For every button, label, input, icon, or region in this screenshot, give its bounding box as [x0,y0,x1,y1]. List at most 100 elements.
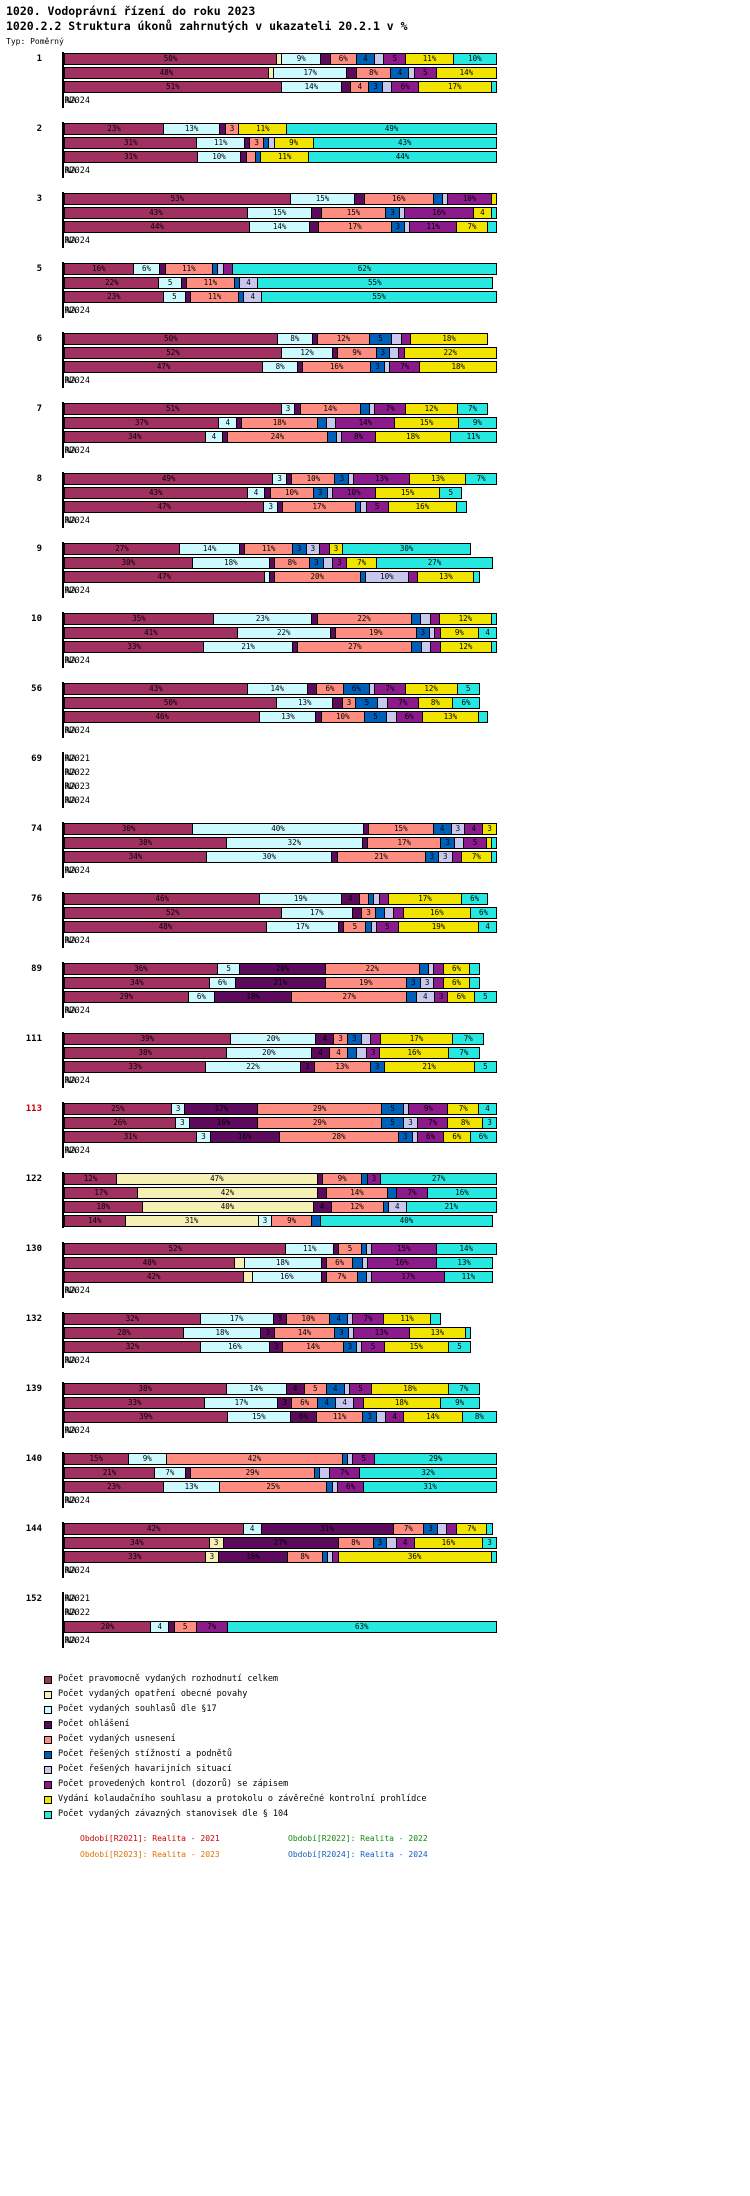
stacked-bar[interactable]: 23% 13% 3 11% 49% [64,123,497,135]
bar-segment[interactable]: 14% [436,1244,496,1254]
bar-segment[interactable]: 11% [186,278,235,288]
stacked-bar[interactable]: 47% 20% 10% 13% [64,571,480,583]
bar-segment[interactable] [328,1552,334,1562]
bar-segment[interactable] [327,488,333,498]
bar-segment[interactable]: 34% [65,852,207,862]
bar-segment[interactable]: 11% [410,222,458,232]
bar-segment[interactable]: 6% [392,82,419,92]
bar-segment[interactable]: 51% [65,82,282,92]
bar-segment[interactable]: 20% [65,1622,152,1632]
bar-segment[interactable]: 3 [261,1328,275,1338]
bar-segment[interactable] [295,404,301,414]
bar-segment[interactable]: 28% [279,1132,399,1142]
bar-segment[interactable]: 19% [398,922,480,932]
bar-segment[interactable]: 5 [362,1342,385,1352]
bar-segment[interactable]: 3 [342,698,357,708]
bar-segment[interactable]: 32% [65,1342,202,1352]
bar-segment[interactable]: 12% [331,1202,384,1212]
bar-segment[interactable]: 7% [448,1104,480,1114]
bar-segment[interactable]: 18% [215,992,293,1002]
stacked-bar[interactable]: 33% 21% 27% 12% [64,641,497,653]
bar-segment[interactable]: 42% [65,1524,244,1534]
bar-segment[interactable]: 13% [277,698,334,708]
bar-segment[interactable] [160,264,166,274]
bar-segment[interactable]: 52% [65,348,283,358]
bar-segment[interactable] [404,1104,410,1114]
bar-segment[interactable]: 17% [389,894,462,904]
legend-item[interactable]: Počet provedených kontrol (dozorů) se zá… [0,1777,750,1792]
bar-segment[interactable] [491,194,496,204]
bar-segment[interactable] [357,1048,367,1058]
bar-segment[interactable]: 17% [372,1272,446,1282]
bar-segment[interactable]: 20% [230,1034,317,1044]
bar-segment[interactable]: 3 [171,1104,186,1114]
bar-segment[interactable]: 3 [376,348,391,358]
bar-segment[interactable]: 3 [367,1174,382,1184]
bar-segment[interactable]: 47% [65,572,265,582]
bar-segment[interactable]: 4 [244,292,263,302]
bar-segment[interactable]: 3 [386,208,400,218]
bar-segment[interactable] [239,292,245,302]
bar-segment[interactable]: 14% [283,1342,344,1352]
bar-segment[interactable] [243,1272,254,1282]
bar-segment[interactable] [307,684,318,694]
bar-segment[interactable]: 3 [483,1538,496,1548]
bar-segment[interactable] [353,1258,363,1268]
bar-segment[interactable]: 4 [396,1538,415,1548]
stacked-bar[interactable]: 50% 8% 12% 5 18% [64,333,489,345]
bar-segment[interactable]: 34% [65,978,210,988]
bar-segment[interactable] [321,1272,327,1282]
bar-segment[interactable]: 43% [313,138,496,148]
bar-segment[interactable]: 31% [65,138,198,148]
bar-segment[interactable]: 10% [292,474,336,484]
bar-segment[interactable]: 3 [258,1216,273,1226]
bar-segment[interactable]: 3 [483,1118,497,1128]
bar-segment[interactable]: 5 [304,1384,327,1394]
bar-segment[interactable]: 14% [274,1328,336,1338]
bar-segment[interactable]: 29% [190,1468,315,1478]
bar-segment[interactable]: 50% [65,334,278,344]
bar-segment[interactable]: 20% [226,1048,313,1058]
bar-segment[interactable] [237,418,243,428]
bar-segment[interactable] [277,54,283,64]
bar-segment[interactable]: 3 [391,222,406,232]
bar-segment[interactable]: 41% [65,628,238,638]
bar-segment[interactable] [491,614,496,624]
bar-segment[interactable]: 3 [205,1552,220,1562]
bar-segment[interactable]: 6% [290,1412,317,1422]
bar-segment[interactable]: 7% [387,698,419,708]
bar-segment[interactable] [370,404,376,414]
bar-segment[interactable] [327,1482,333,1492]
bar-segment[interactable] [264,138,270,148]
stacked-bar[interactable]: 35% 23% 22% 12% [64,613,497,625]
bar-segment[interactable]: 3 [335,474,350,484]
bar-segment[interactable]: 3 [434,992,449,1002]
bar-segment[interactable]: 22% [325,964,420,974]
bar-segment[interactable] [269,138,275,148]
bar-segment[interactable] [434,978,444,988]
bar-segment[interactable]: 4 [151,1622,170,1632]
bar-segment[interactable]: 12% [318,334,370,344]
bar-segment[interactable] [323,558,334,568]
bar-segment[interactable]: 5 [339,1244,362,1254]
bar-segment[interactable]: 3 [407,978,421,988]
bar-segment[interactable]: 12% [65,1174,117,1184]
bar-segment[interactable]: 15% [290,194,356,204]
bar-segment[interactable]: 44% [309,152,496,162]
bar-segment[interactable]: 5 [414,68,437,78]
stacked-bar[interactable]: 42% 4 31% 7% 3 7% [64,1523,493,1535]
stacked-bar[interactable]: 15% 9% 42% 5 29% [64,1453,497,1465]
bar-segment[interactable] [374,54,385,64]
bar-segment[interactable]: 18% [375,432,451,442]
bar-segment[interactable]: 6% [443,978,471,988]
bar-segment[interactable]: 5 [376,922,399,932]
legend-item[interactable]: Vydání kolaudačního souhlasu a protokolu… [0,1792,750,1807]
bar-segment[interactable]: 36% [338,1552,492,1562]
bar-segment[interactable]: 48% [65,922,268,932]
bar-segment[interactable]: 11% [286,1244,335,1254]
bar-segment[interactable]: 16% [210,1132,280,1142]
stacked-bar[interactable]: 30% 18% 8% 3 3 7% 27% [64,557,493,569]
bar-segment[interactable]: 43% [65,488,248,498]
bar-segment[interactable]: 13% [260,712,317,722]
bar-segment[interactable] [333,348,339,358]
